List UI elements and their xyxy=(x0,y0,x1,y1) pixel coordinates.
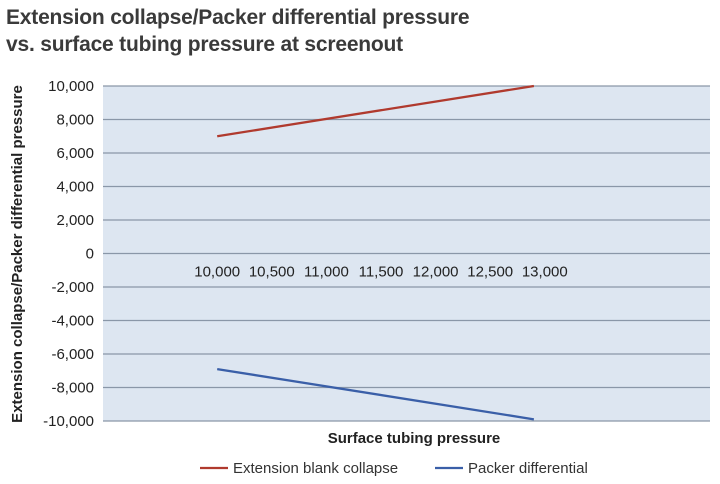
y-tick-label: -8,000 xyxy=(51,380,94,397)
series-lines xyxy=(217,84,535,421)
chart-title: Extension collapse/Packer differential p… xyxy=(6,4,706,58)
y-tick-label: 8,000 xyxy=(56,112,94,129)
x-tick-label: 10,500 xyxy=(249,264,295,281)
grid-lines xyxy=(103,85,710,422)
legend-label: Extension blank collapse xyxy=(233,460,398,477)
y-tick-label: 10,000 xyxy=(48,78,94,95)
chart-title-line-1: Extension collapse/Packer differential p… xyxy=(6,6,470,29)
x-tick-label: 10,000 xyxy=(194,264,240,281)
y-tick-label: -2,000 xyxy=(51,279,94,296)
y-tick-label: -10,000 xyxy=(43,413,94,430)
y-axis-ticks: 10,000 8,000 6,000 4,000 2,000 0 -2,000 -4,000 -… xyxy=(43,78,94,430)
x-tick-label: 11,000 xyxy=(304,264,349,281)
y-tick-label: 0 xyxy=(86,246,94,263)
x-tick-label: 13,000 xyxy=(522,264,568,281)
y-tick-label: 2,000 xyxy=(56,212,94,229)
y-tick-label: -4,000 xyxy=(51,313,94,330)
x-axis-ticks: 10,000 10,500 11,000 11,500 12,000 12,500 13,0… xyxy=(194,264,567,281)
y-tick-label: -6,000 xyxy=(51,346,94,363)
x-axis-label: Surface tubing pressure xyxy=(328,430,501,447)
series-line xyxy=(217,367,535,421)
x-tick-label: 11,500 xyxy=(359,264,404,281)
x-tick-label: 12,500 xyxy=(467,264,513,281)
y-axis-label: Extension collapse/Packer differential p… xyxy=(9,85,26,423)
y-tick-label: 4,000 xyxy=(56,179,94,196)
x-tick-label: 12,000 xyxy=(413,264,459,281)
legend-label: Packer differential xyxy=(468,460,588,477)
y-tick-label: 6,000 xyxy=(56,145,94,162)
legend: Extension blank collapse Packer different… xyxy=(200,460,588,477)
chart-title-line-2: vs. surface tubing pressure at screenout xyxy=(6,33,403,56)
series-line xyxy=(217,84,535,138)
